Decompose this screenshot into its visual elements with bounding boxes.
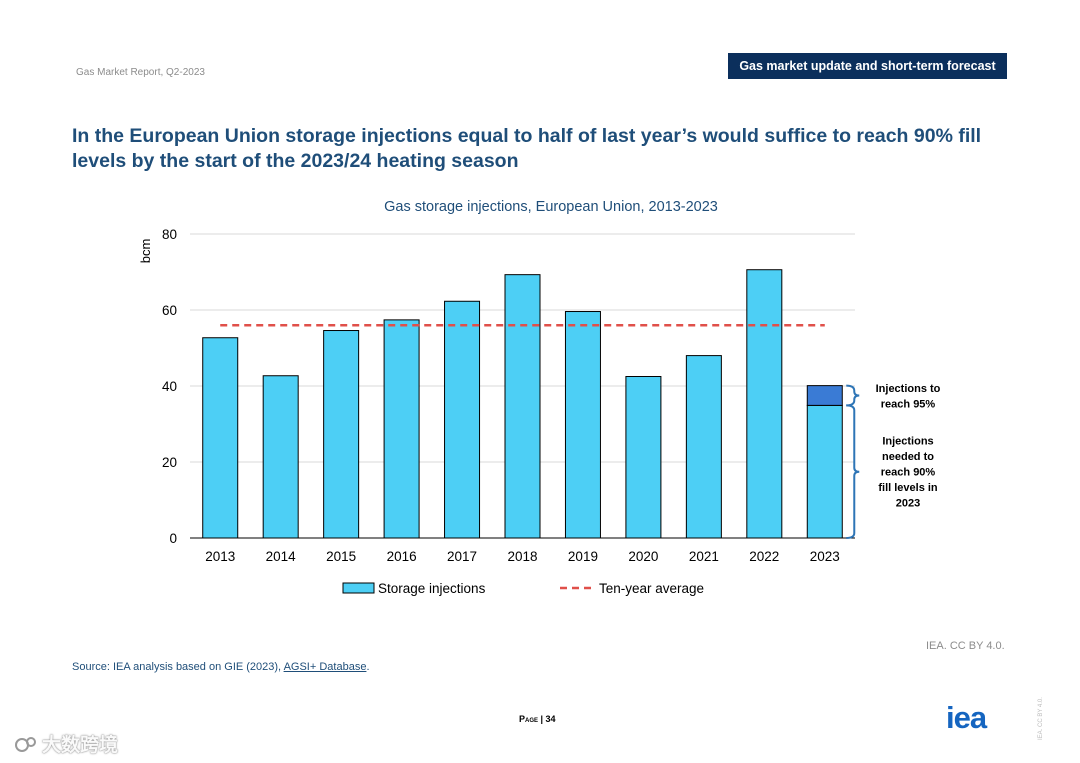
annotation-text: reach 95% xyxy=(881,398,936,410)
y-tick-label: 80 xyxy=(162,227,177,242)
bar-storage-injections xyxy=(746,269,783,539)
x-tick-label: 2019 xyxy=(568,549,598,564)
bar-storage-injections xyxy=(383,319,420,539)
page-number-value: 34 xyxy=(545,714,556,724)
bar-storage-injections xyxy=(806,404,843,539)
annotation-brace xyxy=(846,384,860,407)
y-tick-label: 40 xyxy=(162,379,177,394)
y-tick-label: 60 xyxy=(162,303,177,318)
x-tick-label: 2018 xyxy=(507,549,537,564)
x-tick-label: 2014 xyxy=(266,549,297,564)
page-label: Page xyxy=(519,714,539,724)
page-number: Page | 34 xyxy=(519,714,556,724)
x-tick-label: 2023 xyxy=(810,549,840,564)
x-tick-label: 2016 xyxy=(387,549,417,564)
bar-storage-injections xyxy=(564,311,601,539)
annotation-text: reach 90% xyxy=(881,467,936,479)
annotation-text: 2023 xyxy=(896,498,920,510)
annotation-text: needed to xyxy=(882,451,934,463)
bar-storage-injections xyxy=(504,274,541,539)
section-badge: Gas market update and short-term forecas… xyxy=(728,53,1007,79)
watermark-text: 大数跨境 xyxy=(42,735,119,756)
legend-label-ten-year-average: Ten-year average xyxy=(599,581,704,596)
annotation-brace xyxy=(846,404,860,539)
bar-storage-injections xyxy=(262,375,299,539)
bar-storage-injections xyxy=(625,376,662,539)
bar-storage-injections xyxy=(323,330,360,539)
report-name: Gas Market Report, Q2-2023 xyxy=(76,67,205,78)
watermark-icon xyxy=(15,736,36,752)
page-separator: | xyxy=(538,714,546,724)
side-license: IEA. CC BY 4.0. xyxy=(1038,697,1044,740)
source-suffix: . xyxy=(366,661,370,673)
license-credit: IEA. CC BY 4.0. xyxy=(926,640,1005,652)
x-tick-label: 2020 xyxy=(628,549,658,564)
chart-title: Gas storage injections, European Union, … xyxy=(384,199,718,215)
page-headline: In the European Union storage injections… xyxy=(72,125,982,172)
bar-storage-injections xyxy=(202,337,239,539)
y-axis-label: bcm xyxy=(138,239,153,264)
x-tick-label: 2015 xyxy=(326,549,356,564)
bar-storage-injections xyxy=(444,300,481,539)
x-tick-label: 2013 xyxy=(205,549,235,564)
bar-storage-injections xyxy=(685,355,722,539)
legend-label-storage-injections: Storage injections xyxy=(378,581,486,596)
x-tick-label: 2021 xyxy=(689,549,719,564)
iea-logo: iea xyxy=(946,700,987,735)
agsi-database-link[interactable]: AGSI+ Database xyxy=(283,661,367,673)
x-tick-label: 2022 xyxy=(749,549,779,564)
annotation-text: fill levels in xyxy=(878,482,938,494)
x-tick-label: 2017 xyxy=(447,549,477,564)
source-note: Source: IEA analysis based on GIE (2023)… xyxy=(72,661,370,673)
bar-injections-to-95 xyxy=(806,385,843,406)
y-tick-label: 20 xyxy=(162,455,177,470)
legend-swatch-storage-injections xyxy=(342,582,375,594)
watermark: 大数跨境 xyxy=(14,730,118,757)
source-prefix: Source: IEA analysis based on GIE (2023)… xyxy=(72,661,284,673)
annotation-text: Injections to xyxy=(876,383,941,395)
annotation-text: Injections xyxy=(882,436,933,448)
y-tick-label: 0 xyxy=(169,531,177,546)
